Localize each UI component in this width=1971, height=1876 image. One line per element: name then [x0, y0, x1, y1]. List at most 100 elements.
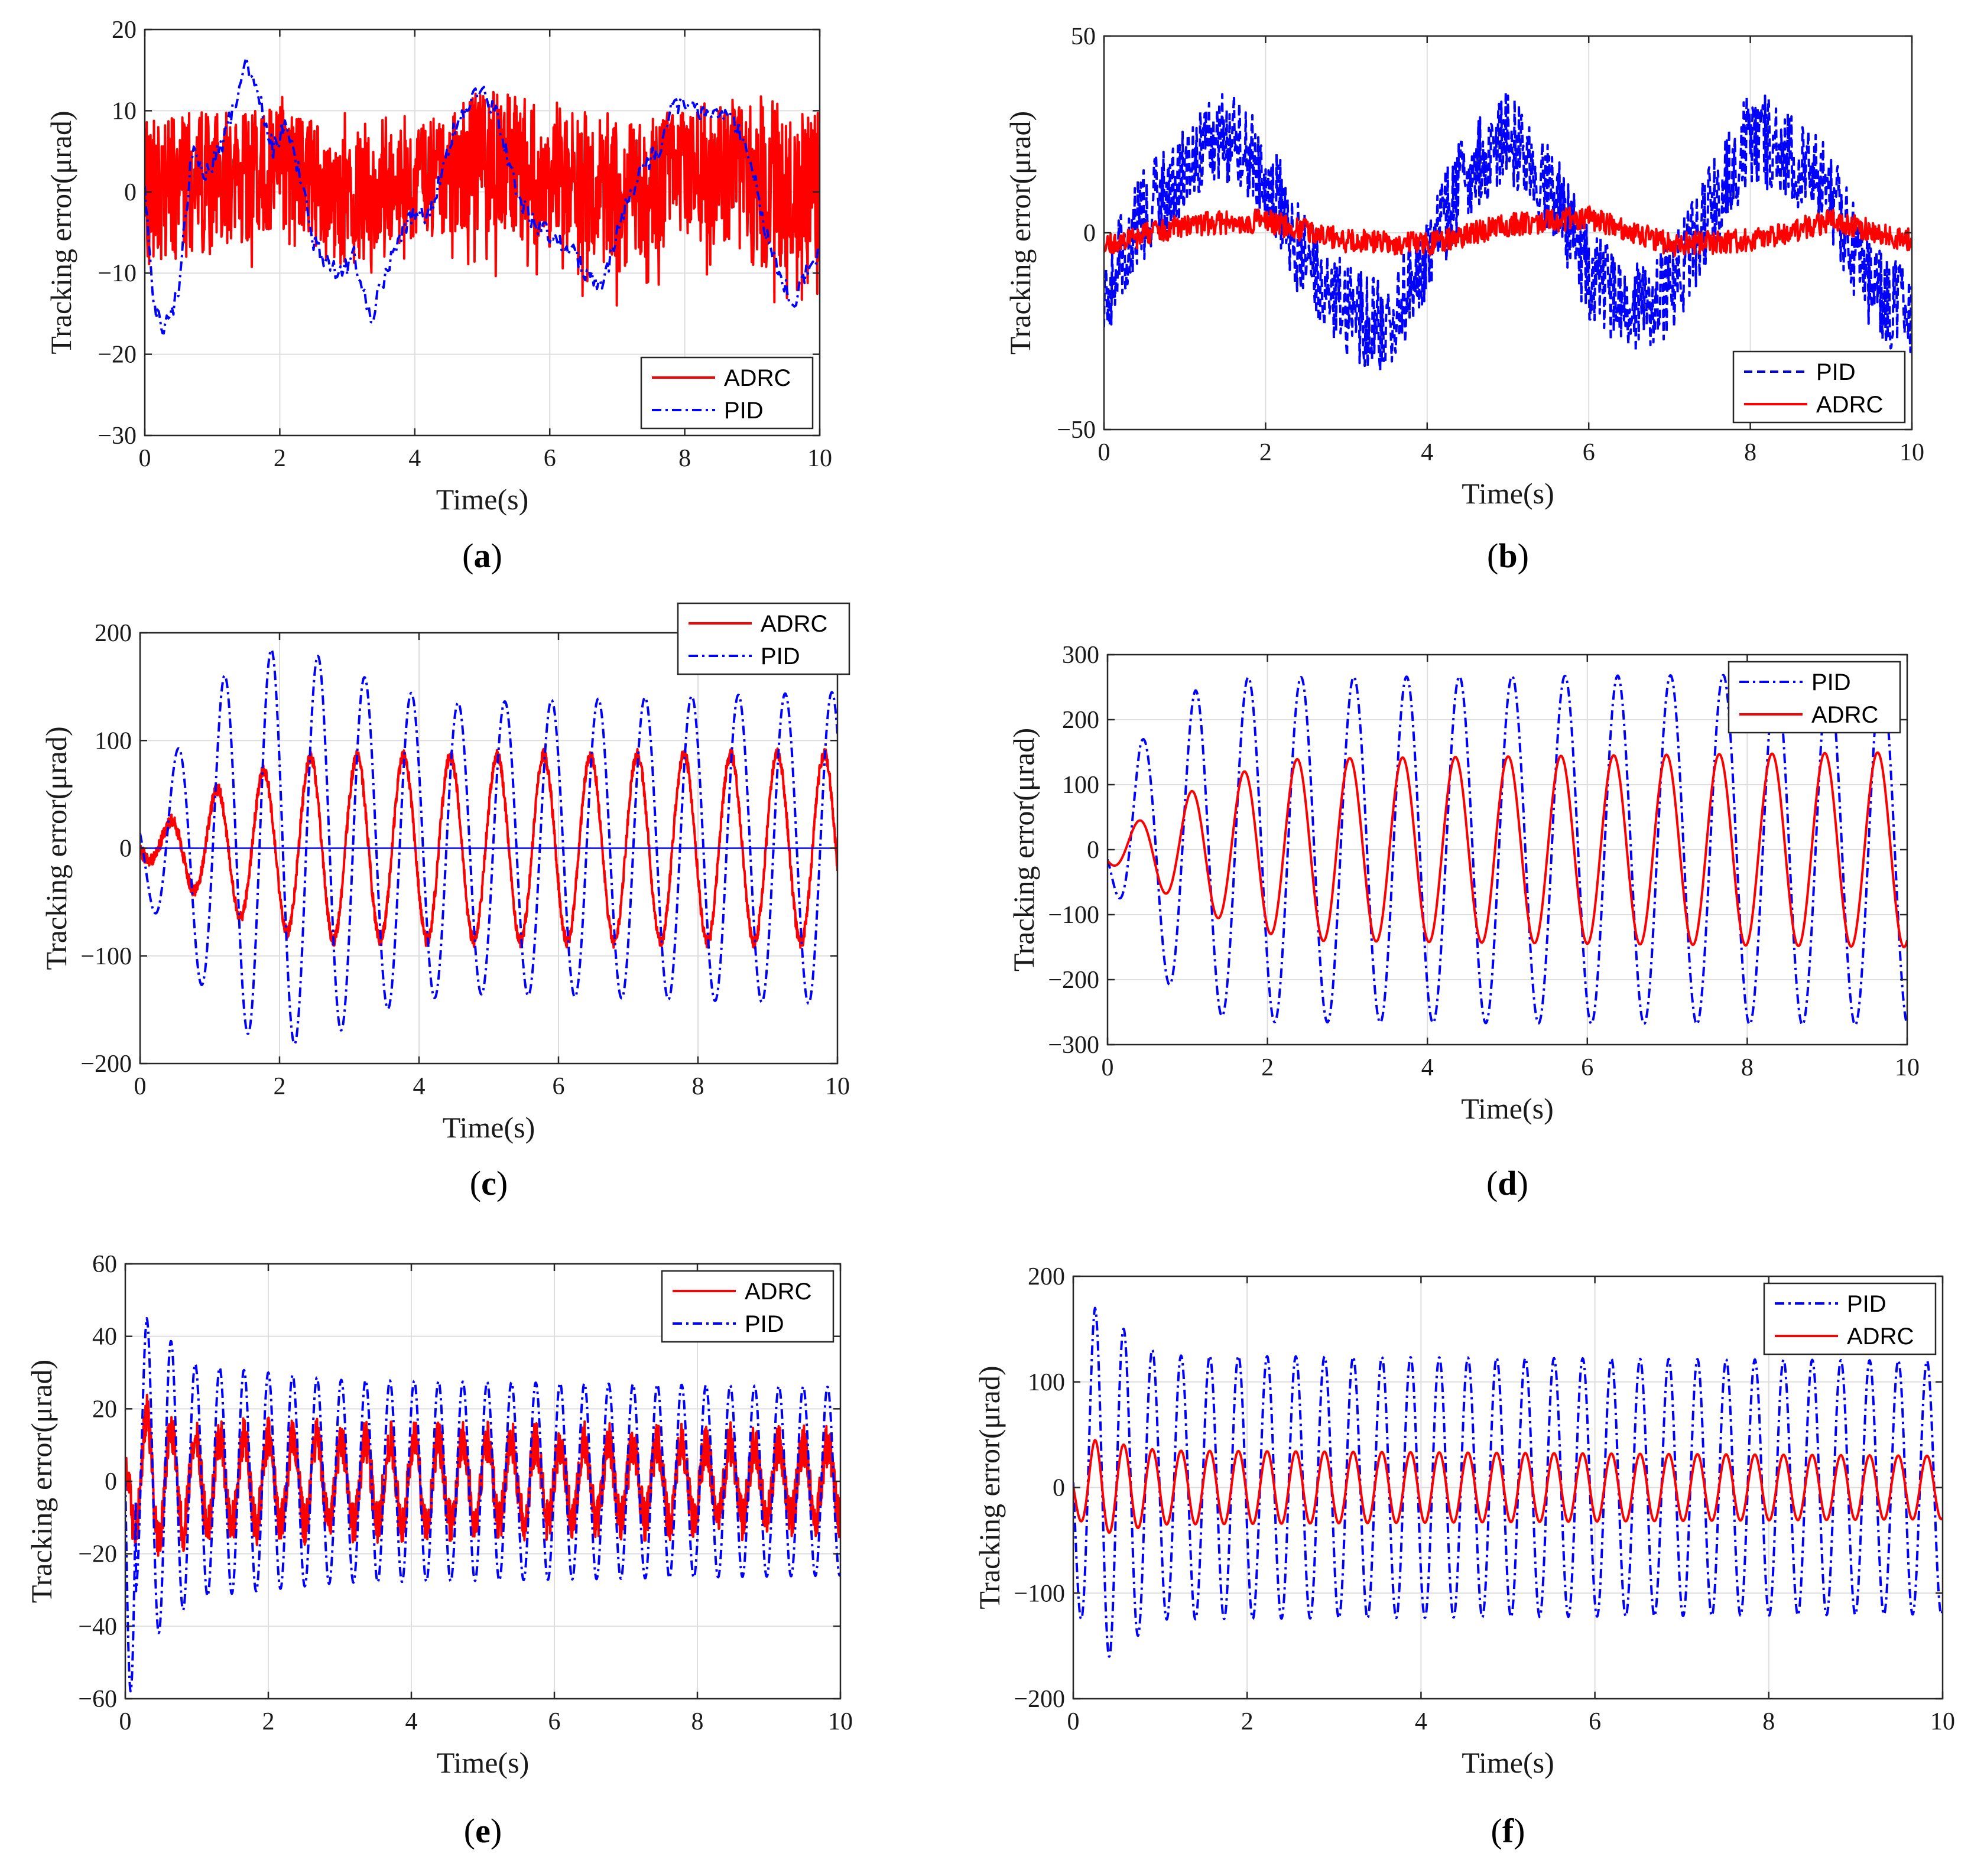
- x-tick-label: 0: [1102, 1054, 1114, 1081]
- series-line-pid: [145, 57, 820, 335]
- legend-box: [1732, 350, 1906, 424]
- x-axis-label: Time(s): [1462, 477, 1554, 510]
- y-tick-label: 0: [1083, 220, 1096, 247]
- y-tick-label: 100: [1028, 1369, 1065, 1396]
- legend-label-pid: PID: [761, 643, 800, 669]
- series-line-adrc: [1073, 1439, 1943, 1534]
- x-tick-label: 0: [139, 445, 151, 472]
- panel-caption-d: (d): [1486, 1164, 1528, 1202]
- x-tick-label: 8: [1741, 1054, 1754, 1081]
- y-axis-label: Tracking error(μrad): [1007, 728, 1040, 971]
- panel-caption-f: (f): [1491, 1812, 1525, 1850]
- x-tick-label: 0: [119, 1708, 132, 1735]
- legend-label-pid: PID: [1816, 359, 1856, 385]
- legend-box: [1763, 1282, 1937, 1355]
- x-tick-label: 4: [1415, 1708, 1427, 1735]
- y-tick-label: 60: [92, 1251, 117, 1278]
- x-tick-label: 4: [413, 1073, 426, 1100]
- panel-caption-letter: e: [475, 1812, 491, 1850]
- legend-label-pid: PID: [1847, 1291, 1886, 1317]
- x-tick-label: 6: [553, 1073, 565, 1100]
- y-tick-label: −100: [1014, 1580, 1065, 1607]
- chart-panel-c: 0 2 4 6 8 10 −200 −100 0 100 200 Time(s) Tracking er…: [40, 602, 850, 1202]
- legend-label-pid: PID: [724, 398, 764, 424]
- y-tick-label: 200: [1028, 1263, 1065, 1290]
- x-tick-label: 4: [1421, 1054, 1434, 1081]
- legend-box: [677, 602, 850, 675]
- legend: PID ADRC: [1728, 661, 1901, 734]
- y-tick-label: 100: [95, 727, 132, 755]
- y-tick-label: 100: [1062, 772, 1099, 799]
- x-axis-label: Time(s): [443, 1111, 535, 1144]
- series-line-adrc: [145, 90, 820, 307]
- y-tick-label: −200: [1014, 1686, 1065, 1713]
- series-line-pid: [140, 648, 837, 1045]
- y-axis-label: Tracking error(μrad): [1004, 111, 1037, 355]
- x-tick-label: 2: [1241, 1708, 1254, 1735]
- x-axis-label: Time(s): [437, 1746, 530, 1779]
- y-tick-label: 0: [105, 1468, 117, 1495]
- x-tick-label: 2: [262, 1708, 275, 1735]
- x-tick-label: 8: [691, 1708, 704, 1735]
- panel-caption-e: (e): [464, 1812, 502, 1850]
- y-tick-label: −20: [78, 1541, 117, 1568]
- x-tick-label: 2: [274, 1073, 286, 1100]
- x-tick-label: 2: [274, 445, 286, 472]
- y-tick-label: 0: [124, 179, 137, 206]
- x-tick-label: 4: [405, 1708, 418, 1735]
- legend: ADRC PID: [661, 1270, 834, 1343]
- x-tick-label: 0: [1098, 439, 1110, 466]
- legend: ADRC PID: [640, 356, 814, 430]
- x-axis-label: Time(s): [1461, 1092, 1554, 1125]
- x-tick-label: 2: [1259, 439, 1272, 466]
- y-axis-label: Tracking error(μrad): [973, 1365, 1006, 1609]
- y-tick-label: −200: [80, 1051, 132, 1078]
- y-tick-label: 0: [1053, 1475, 1065, 1502]
- x-tick-label: 4: [408, 445, 421, 472]
- panel-caption-letter: b: [1498, 537, 1517, 575]
- panel-caption-a: (a): [462, 537, 502, 575]
- x-tick-label: 6: [1589, 1708, 1601, 1735]
- legend-label-adrc: ADRC: [745, 1279, 811, 1305]
- legend: PID ADRC: [1763, 1282, 1937, 1355]
- legend-label-pid: PID: [1811, 669, 1851, 695]
- x-axis-label: Time(s): [436, 483, 529, 516]
- y-tick-label: 40: [92, 1324, 117, 1351]
- x-tick-label: 2: [1261, 1054, 1274, 1081]
- x-tick-label: 10: [807, 445, 832, 472]
- y-tick-label: −100: [1048, 902, 1099, 929]
- series-line-pid: [1073, 1306, 1943, 1658]
- y-tick-label: 50: [1071, 23, 1096, 50]
- x-tick-label: 10: [828, 1708, 853, 1735]
- x-axis-label: Time(s): [1462, 1746, 1554, 1779]
- panel-caption-b: (b): [1487, 537, 1529, 575]
- y-axis-label: Tracking error(μrad): [40, 726, 73, 970]
- panel-caption-c: (c): [470, 1164, 508, 1202]
- x-tick-label: 8: [1762, 1708, 1775, 1735]
- y-tick-label: 0: [1087, 837, 1099, 864]
- series-line-pid: [125, 1317, 840, 1693]
- series-line-adrc: [140, 747, 837, 950]
- legend-label-pid: PID: [745, 1311, 784, 1337]
- y-axis-label: Tracking error(μrad): [44, 110, 77, 354]
- y-tick-label: −300: [1048, 1032, 1099, 1059]
- axes-box: [144, 28, 821, 437]
- y-tick-label: −40: [78, 1613, 117, 1640]
- legend: PID ADRC: [1732, 350, 1906, 424]
- legend-label-adrc: ADRC: [1847, 1324, 1914, 1350]
- x-tick-label: 4: [1421, 439, 1433, 466]
- y-tick-label: −20: [98, 342, 137, 369]
- series-line-adrc: [1108, 751, 1907, 948]
- x-tick-label: 6: [1583, 439, 1595, 466]
- y-tick-label: −100: [80, 943, 132, 970]
- x-tick-label: 6: [548, 1708, 561, 1735]
- legend-box: [661, 1270, 834, 1343]
- x-tick-label: 6: [544, 445, 556, 472]
- x-tick-label: 10: [1895, 1054, 1920, 1081]
- y-tick-label: −30: [98, 422, 137, 450]
- x-tick-label: 10: [825, 1073, 850, 1100]
- panel-caption-letter: c: [481, 1164, 496, 1202]
- series-line-pid: [1104, 91, 1912, 372]
- y-tick-label: 300: [1062, 642, 1099, 669]
